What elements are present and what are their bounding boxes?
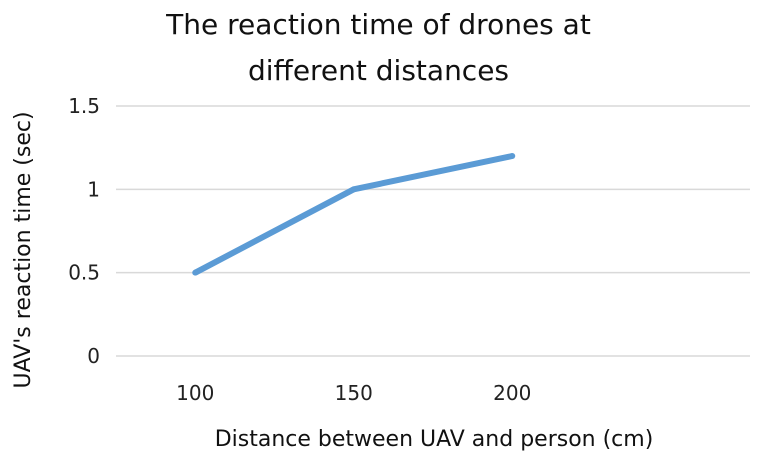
y-tick-label: 1 <box>87 177 100 201</box>
x-tick-label: 200 <box>493 381 531 405</box>
y-axis-label: UAV's reaction time (sec) <box>11 111 36 388</box>
chart-title-line-1: The reaction time of drones at <box>166 8 591 41</box>
y-tick-labels: 0 0.5 1 1.5 <box>68 94 100 368</box>
chart-title-line-2: different distances <box>247 54 510 87</box>
x-tick-label: 100 <box>176 381 214 405</box>
series-line <box>193 153 513 276</box>
gridlines <box>116 105 750 357</box>
y-tick-label: 0 <box>87 344 100 368</box>
data-point <box>192 269 199 276</box>
y-tick-label: 0.5 <box>68 261 100 285</box>
data-point <box>350 186 357 193</box>
x-tick-label: 150 <box>335 381 373 405</box>
x-axis-label: Distance between UAV and person (cm) <box>215 427 654 452</box>
y-tick-label: 1.5 <box>68 94 100 118</box>
series-layer <box>192 153 516 276</box>
data-point <box>509 153 516 159</box>
x-tick-labels: 100 150 200 <box>176 381 531 405</box>
chart-title: The reaction time of drones at different… <box>0 2 757 94</box>
